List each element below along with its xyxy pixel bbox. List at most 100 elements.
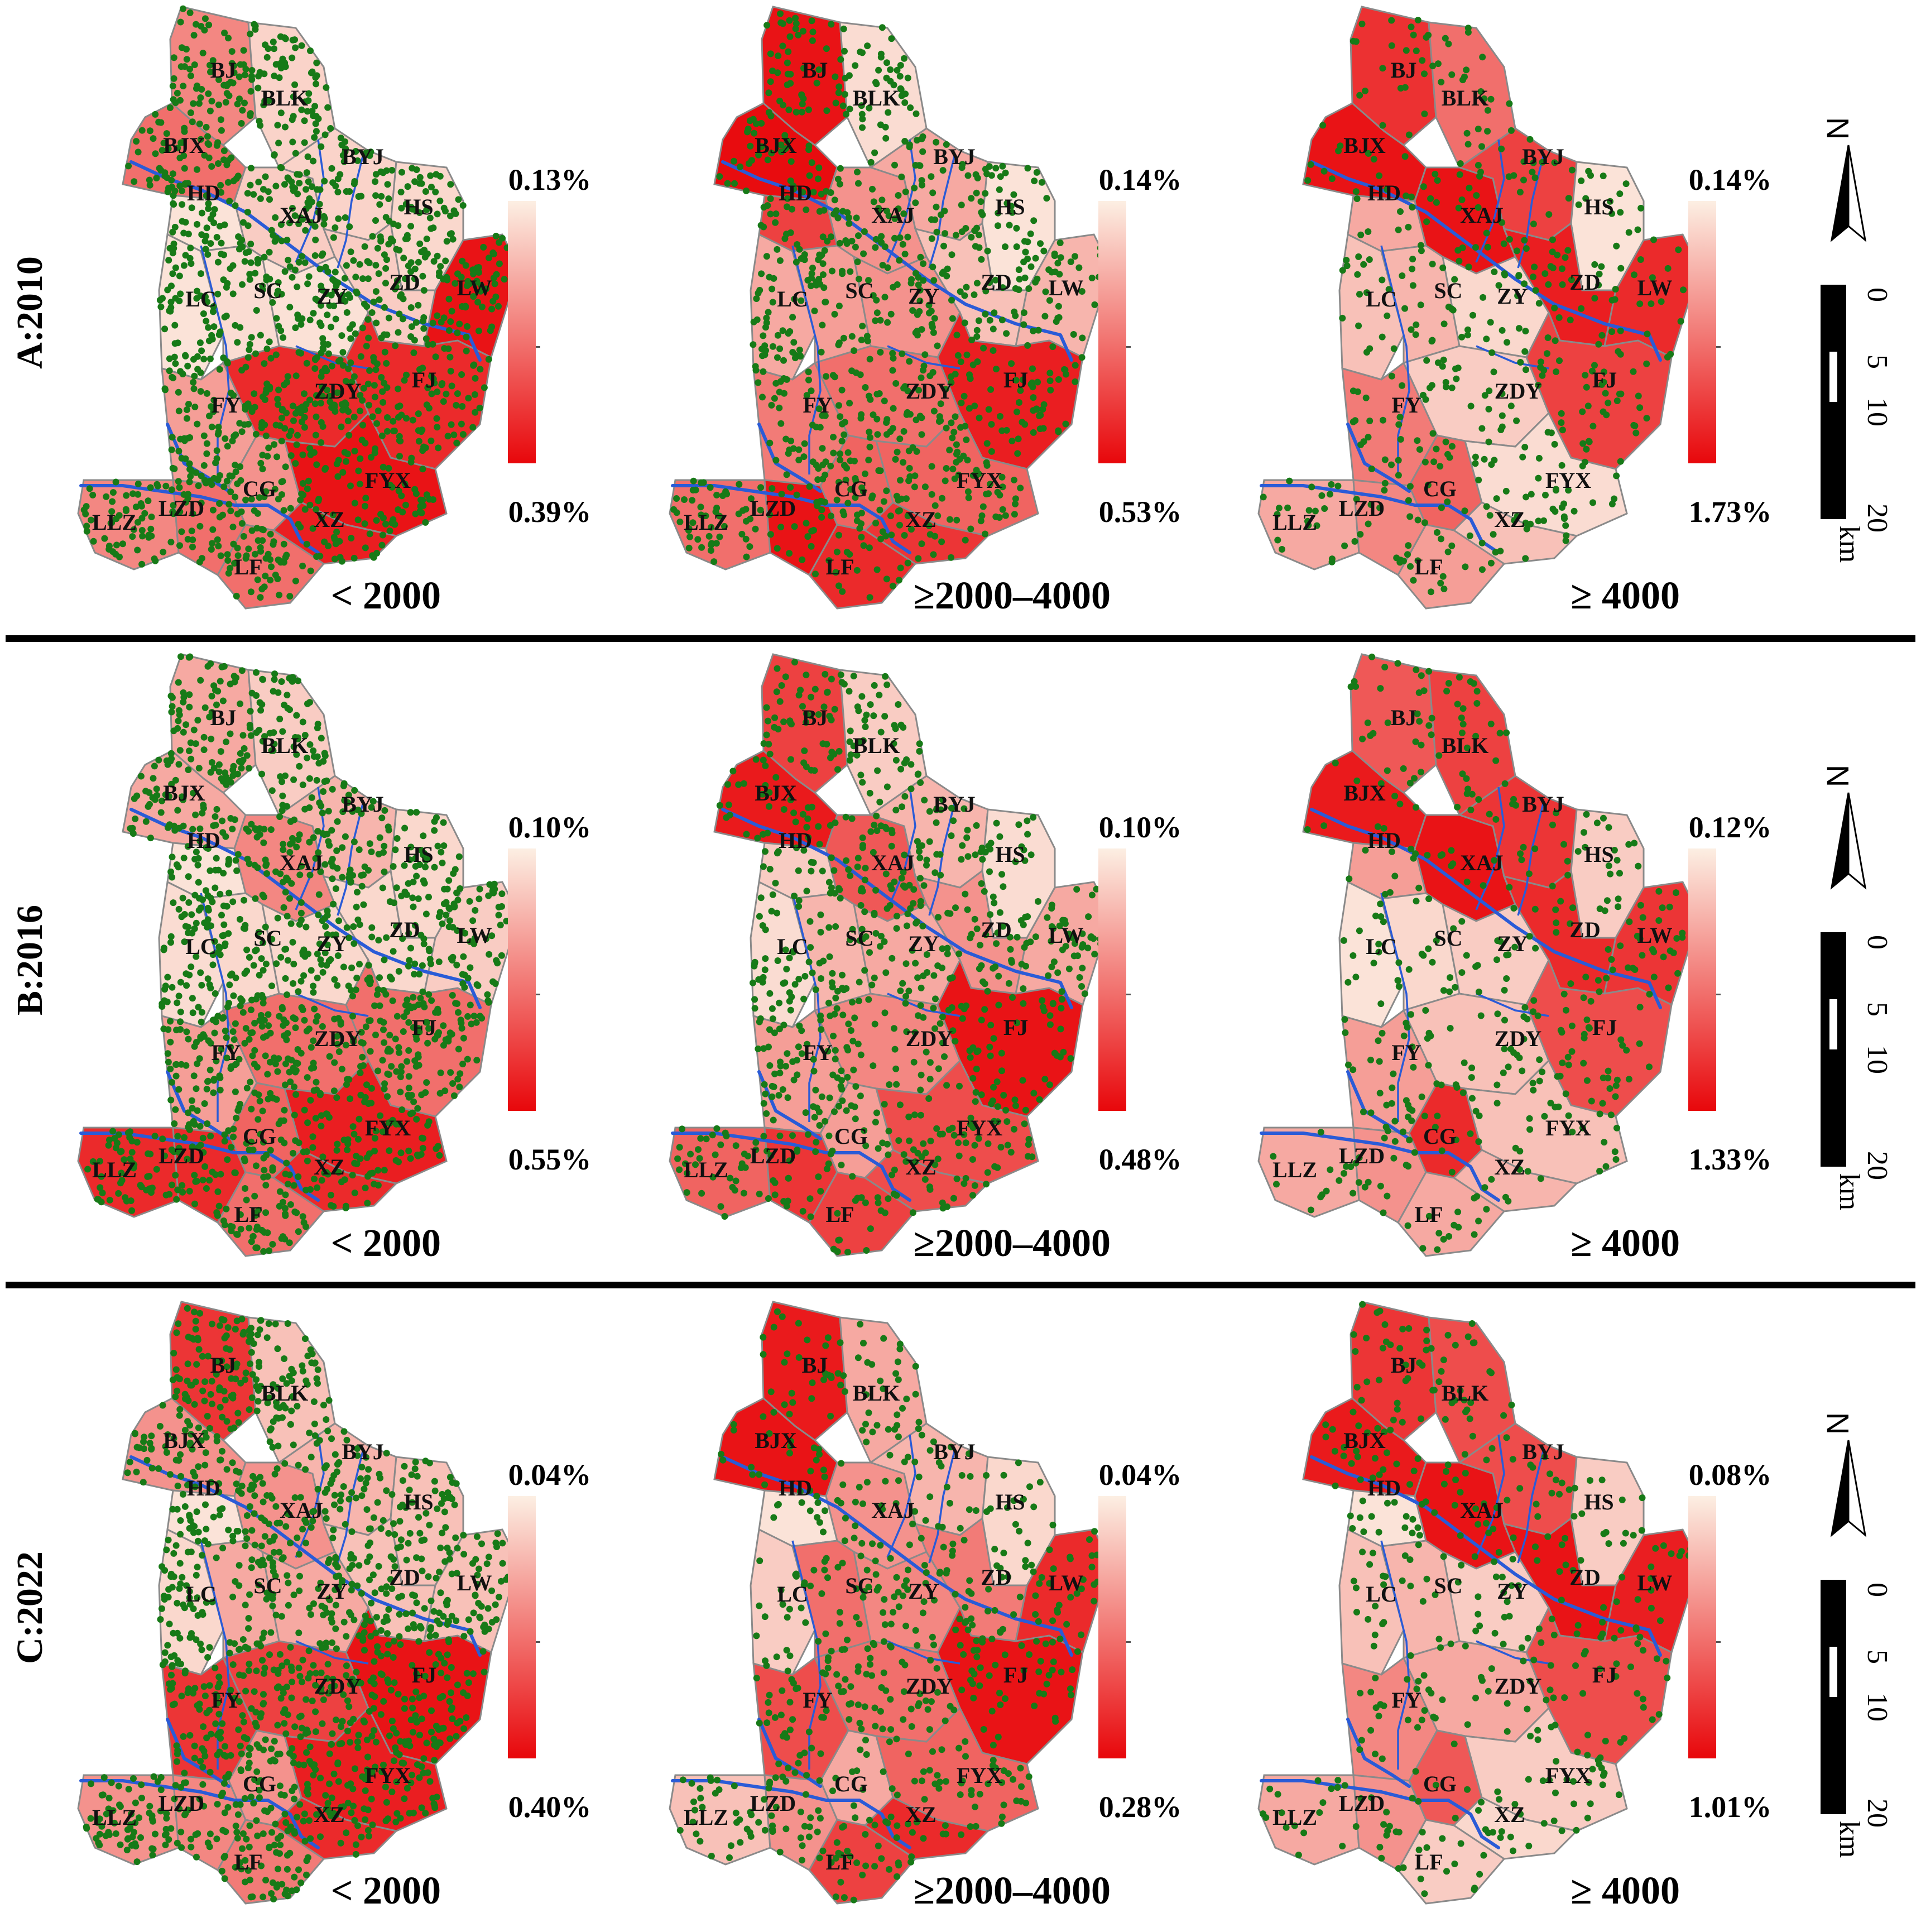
- point-dot: [1358, 20, 1366, 27]
- point-dot: [490, 274, 497, 281]
- point-dot: [198, 981, 205, 989]
- point-dot: [347, 1095, 354, 1102]
- point-dot: [975, 231, 982, 238]
- point-dot: [834, 1248, 841, 1255]
- point-dot: [997, 173, 1004, 180]
- point-dot: [815, 66, 823, 73]
- point-dot: [1019, 1077, 1026, 1084]
- point-dot: [1367, 501, 1375, 508]
- point-dot: [1419, 57, 1426, 64]
- point-dot: [983, 491, 990, 497]
- point-dot: [899, 803, 905, 811]
- point-dot: [354, 916, 362, 923]
- point-dot: [830, 867, 838, 874]
- point-dot: [185, 1035, 192, 1043]
- point-dot: [222, 940, 229, 947]
- point-dot: [199, 1176, 206, 1183]
- point-dot: [1349, 37, 1357, 45]
- point-dot: [755, 976, 762, 983]
- point-dot: [1519, 453, 1526, 461]
- point-dot: [786, 550, 793, 557]
- point-dot: [333, 461, 340, 468]
- point-dot: [431, 827, 438, 834]
- point-dot: [280, 507, 287, 514]
- point-dot: [281, 181, 288, 188]
- point-dot: [1478, 425, 1486, 432]
- point-dot: [1439, 363, 1446, 370]
- point-dot: [1464, 326, 1471, 333]
- point-dot: [773, 688, 780, 696]
- point-dot: [1401, 153, 1409, 160]
- point-dot: [832, 1047, 839, 1054]
- point-dot: [992, 165, 1000, 172]
- point-dot: [358, 193, 365, 200]
- point-dot: [689, 519, 697, 526]
- point-dot: [939, 964, 945, 971]
- point-dot: [380, 1019, 387, 1026]
- point-dot: [865, 457, 872, 464]
- legend-gradient-bar: [508, 848, 536, 1111]
- point-dot: [198, 209, 205, 217]
- point-dot: [187, 245, 194, 252]
- point-dot: [1405, 131, 1413, 138]
- point-dot: [273, 960, 280, 967]
- point-dot: [424, 384, 431, 391]
- point-dot: [256, 825, 263, 832]
- point-dot: [838, 386, 846, 394]
- point-dot: [1448, 542, 1456, 549]
- point-dot: [930, 408, 938, 415]
- point-dot: [698, 479, 705, 486]
- point-dot: [1448, 384, 1456, 391]
- point-dot: [258, 526, 266, 533]
- point-dot: [418, 248, 425, 256]
- point-dot: [412, 490, 420, 497]
- point-dot: [399, 315, 406, 323]
- point-dot: [986, 279, 993, 286]
- point-dot: [259, 537, 266, 544]
- point-dot: [428, 390, 435, 397]
- point-dot: [1363, 289, 1370, 296]
- point-dot: [831, 196, 838, 204]
- point-dot: [444, 885, 451, 893]
- point-dot: [232, 1020, 239, 1027]
- point-dot: [901, 138, 909, 145]
- point-dot: [1442, 35, 1449, 42]
- point-dot: [984, 987, 991, 995]
- point-dot: [423, 1079, 430, 1086]
- point-dot: [1079, 965, 1086, 972]
- point-dot: [874, 767, 881, 774]
- point-dot: [1523, 366, 1529, 373]
- point-dot: [989, 1097, 996, 1104]
- point-dot: [312, 356, 319, 363]
- point-dot: [753, 295, 760, 302]
- point-dot: [914, 918, 921, 926]
- point-dot: [883, 487, 890, 495]
- point-dot: [760, 756, 767, 764]
- point-dot: [1445, 40, 1452, 47]
- point-dot: [1465, 263, 1472, 271]
- point-dot: [328, 165, 335, 172]
- point-dot: [1568, 276, 1575, 284]
- point-dot: [801, 251, 808, 258]
- point-dot: [237, 61, 244, 68]
- point-dot: [979, 211, 986, 218]
- point-dot: [789, 205, 795, 213]
- point-dot: [882, 673, 889, 680]
- point-dot: [878, 239, 885, 246]
- point-dot: [1440, 320, 1448, 328]
- point-dot: [310, 1087, 318, 1094]
- point-dot: [964, 172, 972, 179]
- point-dot: [425, 991, 433, 998]
- point-dot: [345, 365, 352, 372]
- point-dot: [825, 1132, 833, 1139]
- point-dot: [1417, 242, 1424, 249]
- point-dot: [686, 533, 694, 540]
- point-dot: [412, 855, 419, 862]
- point-dot: [1424, 481, 1432, 488]
- point-dot: [204, 975, 212, 982]
- point-dot: [751, 1005, 758, 1012]
- point-dot: [332, 269, 339, 276]
- point-dot: [980, 344, 987, 352]
- point-dot: [208, 403, 215, 410]
- point-dot: [896, 435, 904, 443]
